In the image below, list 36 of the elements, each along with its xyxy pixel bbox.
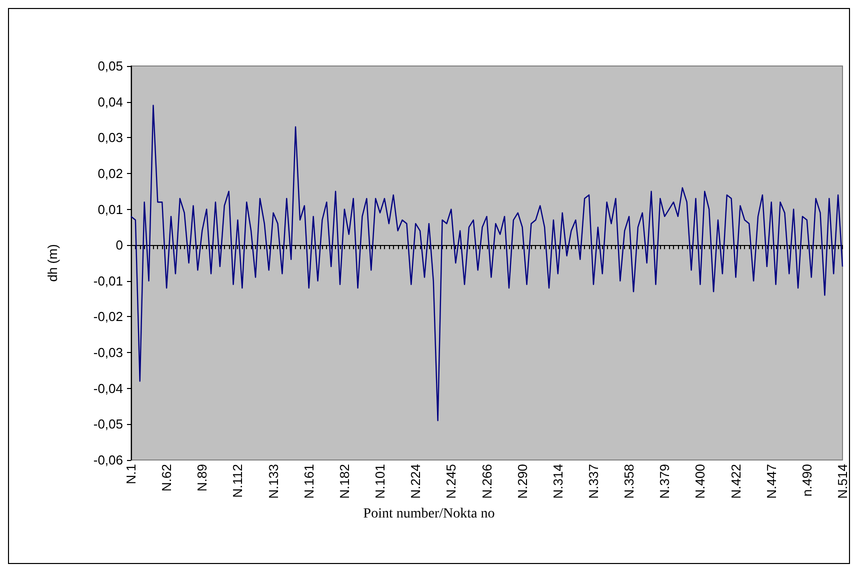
y-tick-label: -0,02 [93, 309, 123, 324]
x-tick-label: N.422 [728, 464, 744, 499]
x-tick-label: N.358 [622, 464, 637, 499]
x-tick-label: N.182 [336, 464, 352, 499]
x-tick-label: N.245 [444, 464, 459, 499]
x-tick-label: N.62 [159, 464, 174, 492]
x-tick-label: N.447 [764, 464, 779, 499]
y-tick-label: 0,02 [98, 166, 123, 181]
y-tick-label: 0,01 [98, 202, 123, 217]
x-tick-label: N.400 [692, 464, 708, 499]
y-tick-label: -0,01 [93, 273, 123, 288]
x-axis-title: Point number/Nokta no [363, 506, 495, 522]
x-tick-label: N.1 [124, 464, 138, 484]
y-tick-label: -0,04 [93, 380, 123, 396]
x-tick-label: N.290 [514, 464, 530, 499]
x-tick-label: N.133 [266, 464, 281, 499]
y-tick-label: 0,04 [98, 94, 123, 110]
y-tick-label: 0,05 [98, 58, 123, 74]
x-tick-label: N.101 [372, 464, 388, 499]
x-tick-label: N.379 [657, 464, 672, 499]
x-tick-label: N.514 [835, 464, 850, 499]
y-tick-label: -0,05 [93, 416, 123, 432]
y-tick-label: 0,03 [98, 130, 123, 146]
y-axis-title: dh (m) [45, 244, 60, 282]
x-tick-label: N.314 [550, 464, 566, 499]
x-tick-label: N.224 [408, 464, 424, 499]
y-tick-label: -0,06 [93, 452, 123, 468]
x-tick-label: n.490 [799, 464, 814, 497]
x-tick-label: N.266 [479, 464, 494, 499]
line-series [130, 104, 844, 422]
x-tick-label: N.112 [230, 464, 246, 498]
y-tick-label: 0 [116, 238, 123, 253]
x-tick-label: N.337 [586, 464, 601, 499]
x-tick-label: N.89 [194, 464, 210, 492]
x-tick-label: N.161 [301, 464, 316, 499]
y-tick-label: -0,03 [93, 345, 123, 360]
